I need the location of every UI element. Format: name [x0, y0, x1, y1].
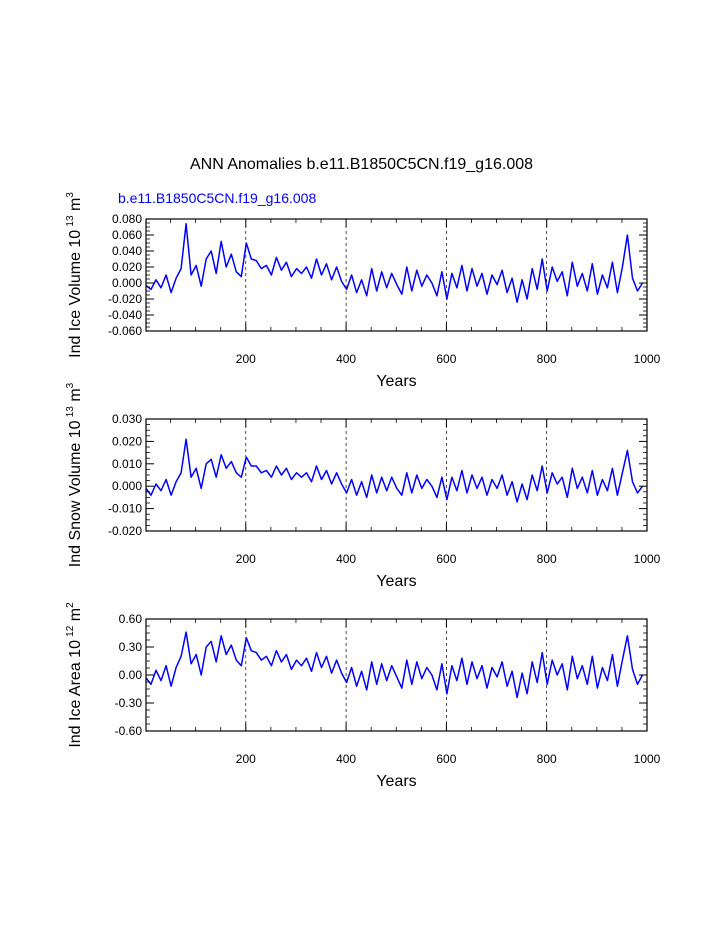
y-axis-label: Ind Snow Volume 10 13 m3: [65, 382, 84, 567]
x-tick-label: 800: [537, 752, 557, 766]
x-tick-label: 600: [436, 552, 456, 566]
y-tick-label: 0.020: [112, 260, 142, 274]
y-tick-label: 0.040: [112, 244, 142, 258]
x-tick-label: 800: [537, 552, 557, 566]
plot-frame: [145, 218, 648, 332]
x-tick-label: 400: [336, 352, 356, 366]
figure-subtitle: b.e11.B1850C5CN.f19_g16.008: [118, 190, 317, 206]
chart-panel-1: 0.080 0.060 0.040 0.020 0.000 -0.020 -0.040 -0.…: [65, 192, 661, 390]
x-tick-label: 400: [336, 552, 356, 566]
y-axis-label: Ind Ice Area 10 12 m2: [65, 602, 84, 748]
y-tick-label: 0.000: [112, 276, 142, 290]
y-tick-label: -0.60: [115, 724, 143, 738]
x-tick-label: 200: [236, 352, 256, 366]
x-tick-label: 1000: [634, 552, 661, 566]
y-tick-label: -0.020: [108, 524, 142, 538]
y-tick-label: 0.020: [112, 434, 142, 448]
y-tick-label: -0.040: [108, 308, 142, 322]
y-tick-label: 0.010: [112, 457, 142, 471]
x-axis-label: Years: [376, 773, 416, 790]
x-tick-label: 200: [236, 752, 256, 766]
x-tick-label: 200: [236, 552, 256, 566]
chart-panel-2: 0.030 0.020 0.010 0.000 -0.010 -0.020 200 400 60…: [65, 382, 661, 590]
y-tick-label: -0.060: [108, 324, 142, 338]
x-tick-label: 600: [436, 752, 456, 766]
y-tick-label: 0.080: [112, 212, 142, 226]
x-tick-label: 1000: [634, 352, 661, 366]
y-tick-label: -0.010: [108, 502, 142, 516]
y-tick-label: 0.000: [112, 479, 142, 493]
x-tick-label: 1000: [634, 752, 661, 766]
x-tick-label: 600: [436, 352, 456, 366]
chart-panel-3: 0.60 0.30 0.00 -0.30 -0.60 200 400 600 800 1000 Ye…: [65, 602, 661, 790]
x-tick-label: 400: [336, 752, 356, 766]
series-line: [145, 438, 644, 503]
figure-title: ANN Anomalies b.e11.B1850C5CN.f19_g16.00…: [189, 156, 534, 173]
y-axis-label: Ind Ice Volume 10 13 m3: [65, 192, 84, 358]
series-line: [145, 631, 644, 699]
x-axis-label: Years: [376, 573, 416, 590]
y-tick-label: 0.060: [112, 228, 142, 242]
y-tick-label: 0.030: [112, 412, 142, 426]
x-tick-label: 800: [537, 352, 557, 366]
y-tick-label: -0.30: [115, 696, 143, 710]
y-tick-label: 0.30: [119, 640, 143, 654]
y-tick-label: 0.00: [119, 668, 143, 682]
y-tick-label: 0.60: [119, 612, 143, 626]
y-tick-label: -0.020: [108, 292, 142, 306]
x-axis-label: Years: [376, 373, 416, 390]
series-line: [145, 223, 644, 303]
